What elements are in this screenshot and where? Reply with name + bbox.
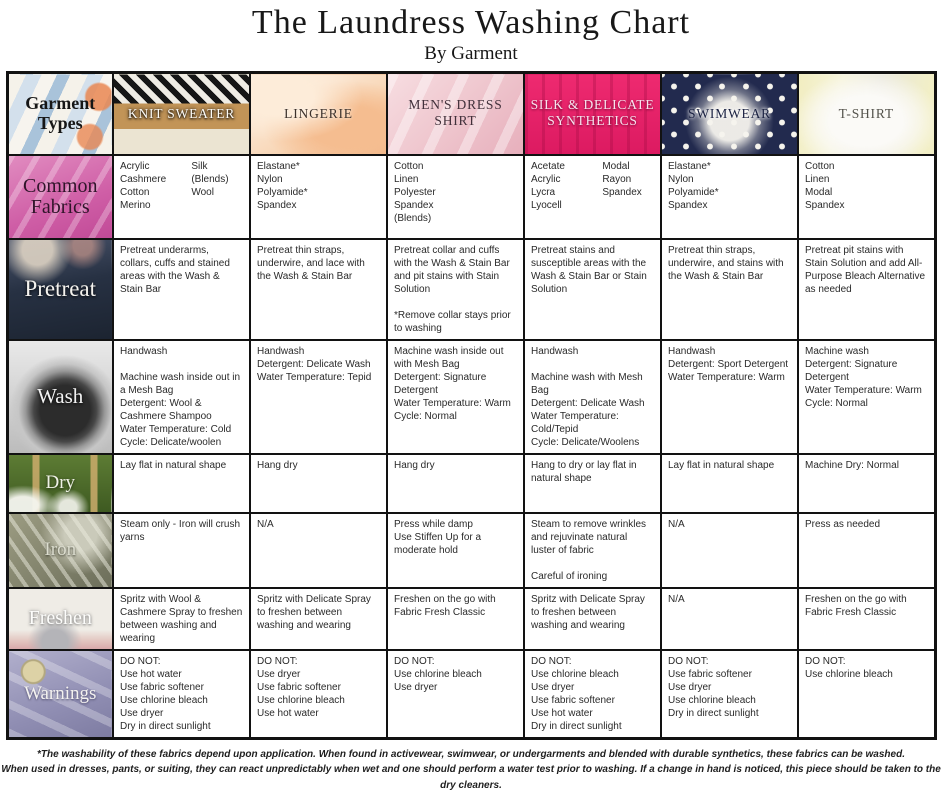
cell-iron-lingerie: N/A [250,513,387,588]
fabric-list: Modal Rayon Spandex [602,160,654,212]
row-header-label: Common Fabrics [23,176,97,218]
cell-dry-mens-dress-shirt: Hang dry [387,454,524,513]
footnote-line-1: *The washability of these fabrics depend… [0,747,942,763]
row-header-label: Warnings [24,684,96,704]
footnote-line-2: When used in dresses, pants, or suiting,… [0,762,942,793]
cell-pretreat-mens-dress-shirt: Pretreat collar and cuffs with the Wash … [387,239,524,340]
cell-warnings-silk-delicate-synthetics: DO NOT: Use chlorine bleach Use dryer Us… [524,650,661,739]
cell-wash-t-shirt: Machine wash Detergent: Signature Deterg… [798,340,935,454]
row-header-wash: Wash [7,340,113,454]
cell-freshen-swimwear: N/A [661,588,798,650]
cell-iron-silk-delicate-synthetics: Steam to remove wrinkles and rejuvinate … [524,513,661,588]
row-pretreat: Pretreat Pretreat underarms, collars, cu… [7,239,935,340]
cell-iron-knit-sweater: Steam only - Iron will crush yarns [113,513,250,588]
cell-warnings-lingerie: DO NOT: Use dryer Use fabric softener Us… [250,650,387,739]
cell-warnings-t-shirt: DO NOT: Use chlorine bleach [798,650,935,739]
page-title: The Laundress Washing Chart [0,4,942,42]
cell-iron-mens-dress-shirt: Press while damp Use Stiffen Up for a mo… [387,513,524,588]
cell-freshen-t-shirt: Freshen on the go with Fabric Fresh Clas… [798,588,935,650]
cell-warnings-knit-sweater: DO NOT: Use hot water Use fabric softene… [113,650,250,739]
row-header-warnings: Warnings [7,650,113,739]
cell-fabrics-mens-dress-shirt: Cotton Linen Polyester Spandex (Blends) [387,155,524,239]
cell-dry-silk-delicate-synthetics: Hang to dry or lay flat in natural shape [524,454,661,513]
fabric-list: Cotton Linen Polyester Spandex (Blends) [394,160,465,225]
row-freshen: Freshen Spritz with Wool & Cashmere Spra… [7,588,935,650]
row-header-iron: Iron [7,513,113,588]
row-warnings: Warnings DO NOT: Use hot water Use fabri… [7,650,935,739]
cell-fabrics-lingerie: Elastane* Nylon Polyamide* Spandex [250,155,387,239]
column-header-label: SILK & DELICATE SYNTHETICS [527,97,658,129]
cell-fabrics-swimwear: Elastane* Nylon Polyamide* Spandex [661,155,798,239]
column-header-knit-sweater: KNIT SWEATER [113,73,250,155]
column-header-label: SWIMWEAR [688,106,771,122]
page-subtitle: By Garment [0,43,942,65]
fabric-list [328,160,380,212]
cell-wash-swimwear: Handwash Detergent: Sport Detergent Wate… [661,340,798,454]
cell-pretreat-t-shirt: Pretreat pit stains with Stain Solution … [798,239,935,340]
fabric-list: Elastane* Nylon Polyamide* Spandex [668,160,739,212]
fabric-list: Elastane* Nylon Polyamide* Spandex [257,160,328,212]
fabric-list: Acrylic Cashmere Cotton Merino [120,160,191,212]
cell-iron-swimwear: N/A [661,513,798,588]
row-header-label: Dry [45,473,75,493]
column-header-label: MEN'S DRESS SHIRT [390,97,521,129]
cell-dry-knit-sweater: Lay flat in natural shape [113,454,250,513]
cell-wash-silk-delicate-synthetics: Handwash Machine wash with Mesh Bag Dete… [524,340,661,454]
cell-freshen-silk-delicate-synthetics: Spritz with Delicate Spray to freshen be… [524,588,661,650]
row-wash: Wash Handwash Machine wash inside out in… [7,340,935,454]
row-header-label: Pretreat [24,277,96,301]
cell-pretreat-lingerie: Pretreat thin straps, underwire, and lac… [250,239,387,340]
cell-wash-mens-dress-shirt: Machine wash inside out with Mesh Bag De… [387,340,524,454]
row-header-pretreat: Pretreat [7,239,113,340]
column-header-mens-dress-shirt: MEN'S DRESS SHIRT [387,73,524,155]
row-header-common-fabrics: Common Fabrics [7,155,113,239]
column-header-lingerie: LINGERIE [250,73,387,155]
washing-chart-table: Garment Types KNIT SWEATER LINGERIE MEN'… [6,71,937,740]
cell-dry-t-shirt: Machine Dry: Normal [798,454,935,513]
corner-header-label: Garment Types [25,93,95,133]
fabric-list [465,160,517,225]
cell-freshen-knit-sweater: Spritz with Wool & Cashmere Spray to fre… [113,588,250,650]
row-header-label: Freshen [29,608,92,629]
row-header-dry: Dry [7,454,113,513]
corner-header-garment-types: Garment Types [7,73,113,155]
cell-iron-t-shirt: Press as needed [798,513,935,588]
fabric-list: Cotton Linen Modal Spandex [805,160,876,212]
fabric-list [739,160,791,212]
cell-freshen-lingerie: Spritz with Delicate Spray to freshen be… [250,588,387,650]
column-header-label: T-SHIRT [839,106,894,122]
page-header: The Laundress Washing Chart By Garment [0,0,942,65]
fabric-list [876,160,927,212]
cell-dry-lingerie: Hang dry [250,454,387,513]
row-header-freshen: Freshen [7,588,113,650]
row-common-fabrics: Common Fabrics Acrylic Cashmere Cotton M… [7,155,935,239]
cell-warnings-swimwear: DO NOT: Use fabric softener Use dryer Us… [661,650,798,739]
row-dry: Dry Lay flat in natural shape Hang dry H… [7,454,935,513]
footnote: *The washability of these fabrics depend… [0,747,942,793]
row-header-label: Wash [37,385,83,407]
row-header-label: Iron [44,540,76,560]
row-iron: Iron Steam only - Iron will crush yarns … [7,513,935,588]
cell-dry-swimwear: Lay flat in natural shape [661,454,798,513]
column-header-label: KNIT SWEATER [128,106,235,122]
fabric-list: Silk (Blends) Wool [191,160,243,212]
cell-freshen-mens-dress-shirt: Freshen on the go with Fabric Fresh Clas… [387,588,524,650]
column-header-silk-delicate-synthetics: SILK & DELICATE SYNTHETICS [524,73,661,155]
cell-pretreat-silk-delicate-synthetics: Pretreat stains and susceptible areas wi… [524,239,661,340]
column-header-t-shirt: T-SHIRT [798,73,935,155]
cell-wash-lingerie: Handwash Detergent: Delicate Wash Water … [250,340,387,454]
column-header-swimwear: SWIMWEAR [661,73,798,155]
cell-warnings-mens-dress-shirt: DO NOT: Use chlorine bleach Use dryer [387,650,524,739]
header-row: Garment Types KNIT SWEATER LINGERIE MEN'… [7,73,935,155]
fabric-list: Acetate Acrylic Lycra Lyocell [531,160,602,212]
cell-fabrics-t-shirt: Cotton Linen Modal Spandex [798,155,935,239]
column-header-label: LINGERIE [284,106,353,122]
cell-pretreat-knit-sweater: Pretreat underarms, collars, cuffs and s… [113,239,250,340]
cell-wash-knit-sweater: Handwash Machine wash inside out in a Me… [113,340,250,454]
cell-pretreat-swimwear: Pretreat thin straps, underwire, and sta… [661,239,798,340]
